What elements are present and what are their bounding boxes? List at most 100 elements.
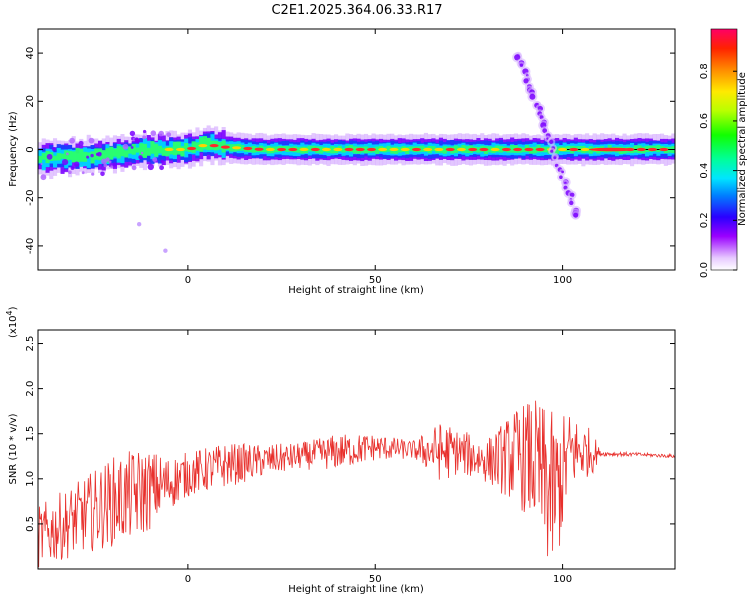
spectrogram-band-cell-L4 [656,145,661,153]
spectrogram-band-cell-L4 [521,147,526,153]
spectrogram-band-cell-L4 [161,147,166,156]
snr-y-tick-label: 1.0 [25,471,36,487]
spectrogram-peak-blob [175,147,185,152]
spectrogram-band-cell-L4 [217,142,222,150]
spectrogram-band-cell-L4 [86,152,91,158]
spectrogram-band-cell-L4 [135,147,140,153]
spectrogram-scatter-blob [51,147,57,152]
spectrogram-band-cell-L3 [146,140,151,155]
spectrogram-band-cell-L4 [206,137,211,151]
colorbar-frame [710,28,738,271]
snr-y-tick-label: 1.5 [25,426,36,442]
spectrogram-scatter-blob [142,135,147,140]
spectrogram-peak-blob [659,147,669,152]
spectrogram-band-cell-L4 [285,146,290,152]
spectrogram-peak-blob [333,147,343,152]
spectrogram-band-cell-L4 [375,146,380,154]
snr-y-tick-label: 2.5 [25,336,36,352]
spectrogram-band-cell-L4 [195,142,200,151]
spectrogram-peak-blob [367,147,376,152]
spectrogram-scatter-blob [88,137,95,144]
spectrogram-y-tick-label: -40 [25,238,36,254]
spectrogram-band-cell-L4 [240,144,245,151]
spectrogram-band-cell-L4 [165,146,170,157]
snr-multiplier-base: (x10 [8,315,19,338]
spectrogram-band-cell-L4 [420,145,425,152]
spectrogram-band-cell-L4 [101,150,106,160]
spectrogram-scatter-blob [105,157,110,162]
spectrogram-scatter-blob [129,130,136,137]
spectrogram-scatter-blob [99,152,102,155]
spectrogram-peak-blob [232,146,242,150]
colorbar-tick-label: 0.6 [699,113,710,129]
spectrogram-band-cell-L4 [71,151,76,163]
spectrogram-band-cell-L4 [112,148,117,157]
spectrogram-peak-blob [288,147,298,152]
spectrogram-peak-blob [254,147,264,151]
spectrogram-scatter-blob [91,172,95,176]
spectrogram-scatter-blob [110,165,114,169]
spectrogram-band-cell-L4 [543,146,548,153]
spectrogram-peak-blob [164,147,174,152]
spectrogram-outlier-dot [163,248,168,253]
spectrogram-band-cell-L4 [146,147,151,156]
snr-y-ticks: 0.5 1.0 1.5 2.0 2.5 [25,336,675,532]
snr-multiplier-label: (x104) [5,306,19,338]
spectrogram-peak-blob [445,147,455,152]
spectrogram-band-cell-L4 [431,146,436,152]
spectrogram-band-cell-L4 [397,147,402,153]
spectrogram-scatter-blob [46,153,53,160]
spectrogram-band-cell-L4 [60,153,65,159]
spectrogram-band-cell-L4 [124,150,129,158]
spectrogram-band-cell-L4 [131,143,136,155]
colorbar-tick-label: 0.4 [699,163,710,179]
spectrogram-band-cell-L4 [476,147,481,153]
snr-panel: 0 50 100 0.5 1.0 1.5 2.0 2.5 Height of straigh… [5,306,676,595]
spectrogram-outlier-dot [136,222,142,227]
spectrogram-x-tick-label: 50 [369,275,382,286]
spectrogram-streak-dot [569,200,574,206]
spectrogram-marks [38,51,676,253]
colorbar-tick-label: 0.8 [699,63,710,79]
spectrogram-peak-blob [322,147,331,152]
figure-title: C2E1.2025.364.06.33.R17 [271,3,442,18]
spectrogram-band-cell-L4 [352,146,357,154]
spectrogram-y-axis-label: Frequency (Hz) [8,111,19,187]
spectrogram-scatter-blob [152,157,158,163]
spectrogram-streak-dot [529,93,536,100]
spectrogram-scatter-blob [100,171,105,177]
snr-frame [37,329,676,570]
spectrogram-band-cell-L4 [229,144,234,152]
spectrogram-peak-blob [636,147,646,152]
spectrogram-band-cell-L4 [453,145,458,153]
spectrogram-streak-dot [559,175,563,179]
spectrogram-peak-blob [265,147,275,152]
spectrogram-band-cell-L4 [120,146,125,157]
snr-multiplier-close: ) [8,306,19,310]
snr-y-tick-label: 2.0 [25,381,36,397]
spectrogram-peak-blob [558,147,568,152]
spectrogram-y-tick-label: 40 [25,47,36,60]
spectrogram-peak-blob [580,147,590,152]
spectrogram-band-cell-L4 [142,143,147,158]
spectrogram-band-cell-L4 [307,145,312,152]
spectrogram-streak-dot [546,137,549,140]
spectrogram-band-cell-L4 [116,145,121,159]
spectrogram-streak-dot [514,54,521,61]
spectrogram-band-cell-L4 [75,147,80,163]
colorbar-ticks: 0.0 0.2 0.4 0.6 0.8 [699,63,737,278]
spectrogram-scatter-blob [86,155,90,159]
snr-multiplier-exponent: 4 [5,310,14,315]
spectrogram-streak-dot [519,63,524,67]
spectrogram-scatter-blob [103,163,108,168]
spectrogram-band-cell-L4 [442,146,447,154]
spectrogram-band-cell-L4 [386,145,391,152]
spectrogram-streak-dot [569,192,575,198]
spectrogram-scatter-blob [112,162,117,167]
spectrogram-band-cell-L4 [251,145,256,153]
snr-series-line [37,400,676,568]
spectrogram-band-cell-L3 [86,148,91,168]
spectrogram-peak-blob [468,147,478,152]
spectrogram-band-cell-L4 [64,150,69,163]
